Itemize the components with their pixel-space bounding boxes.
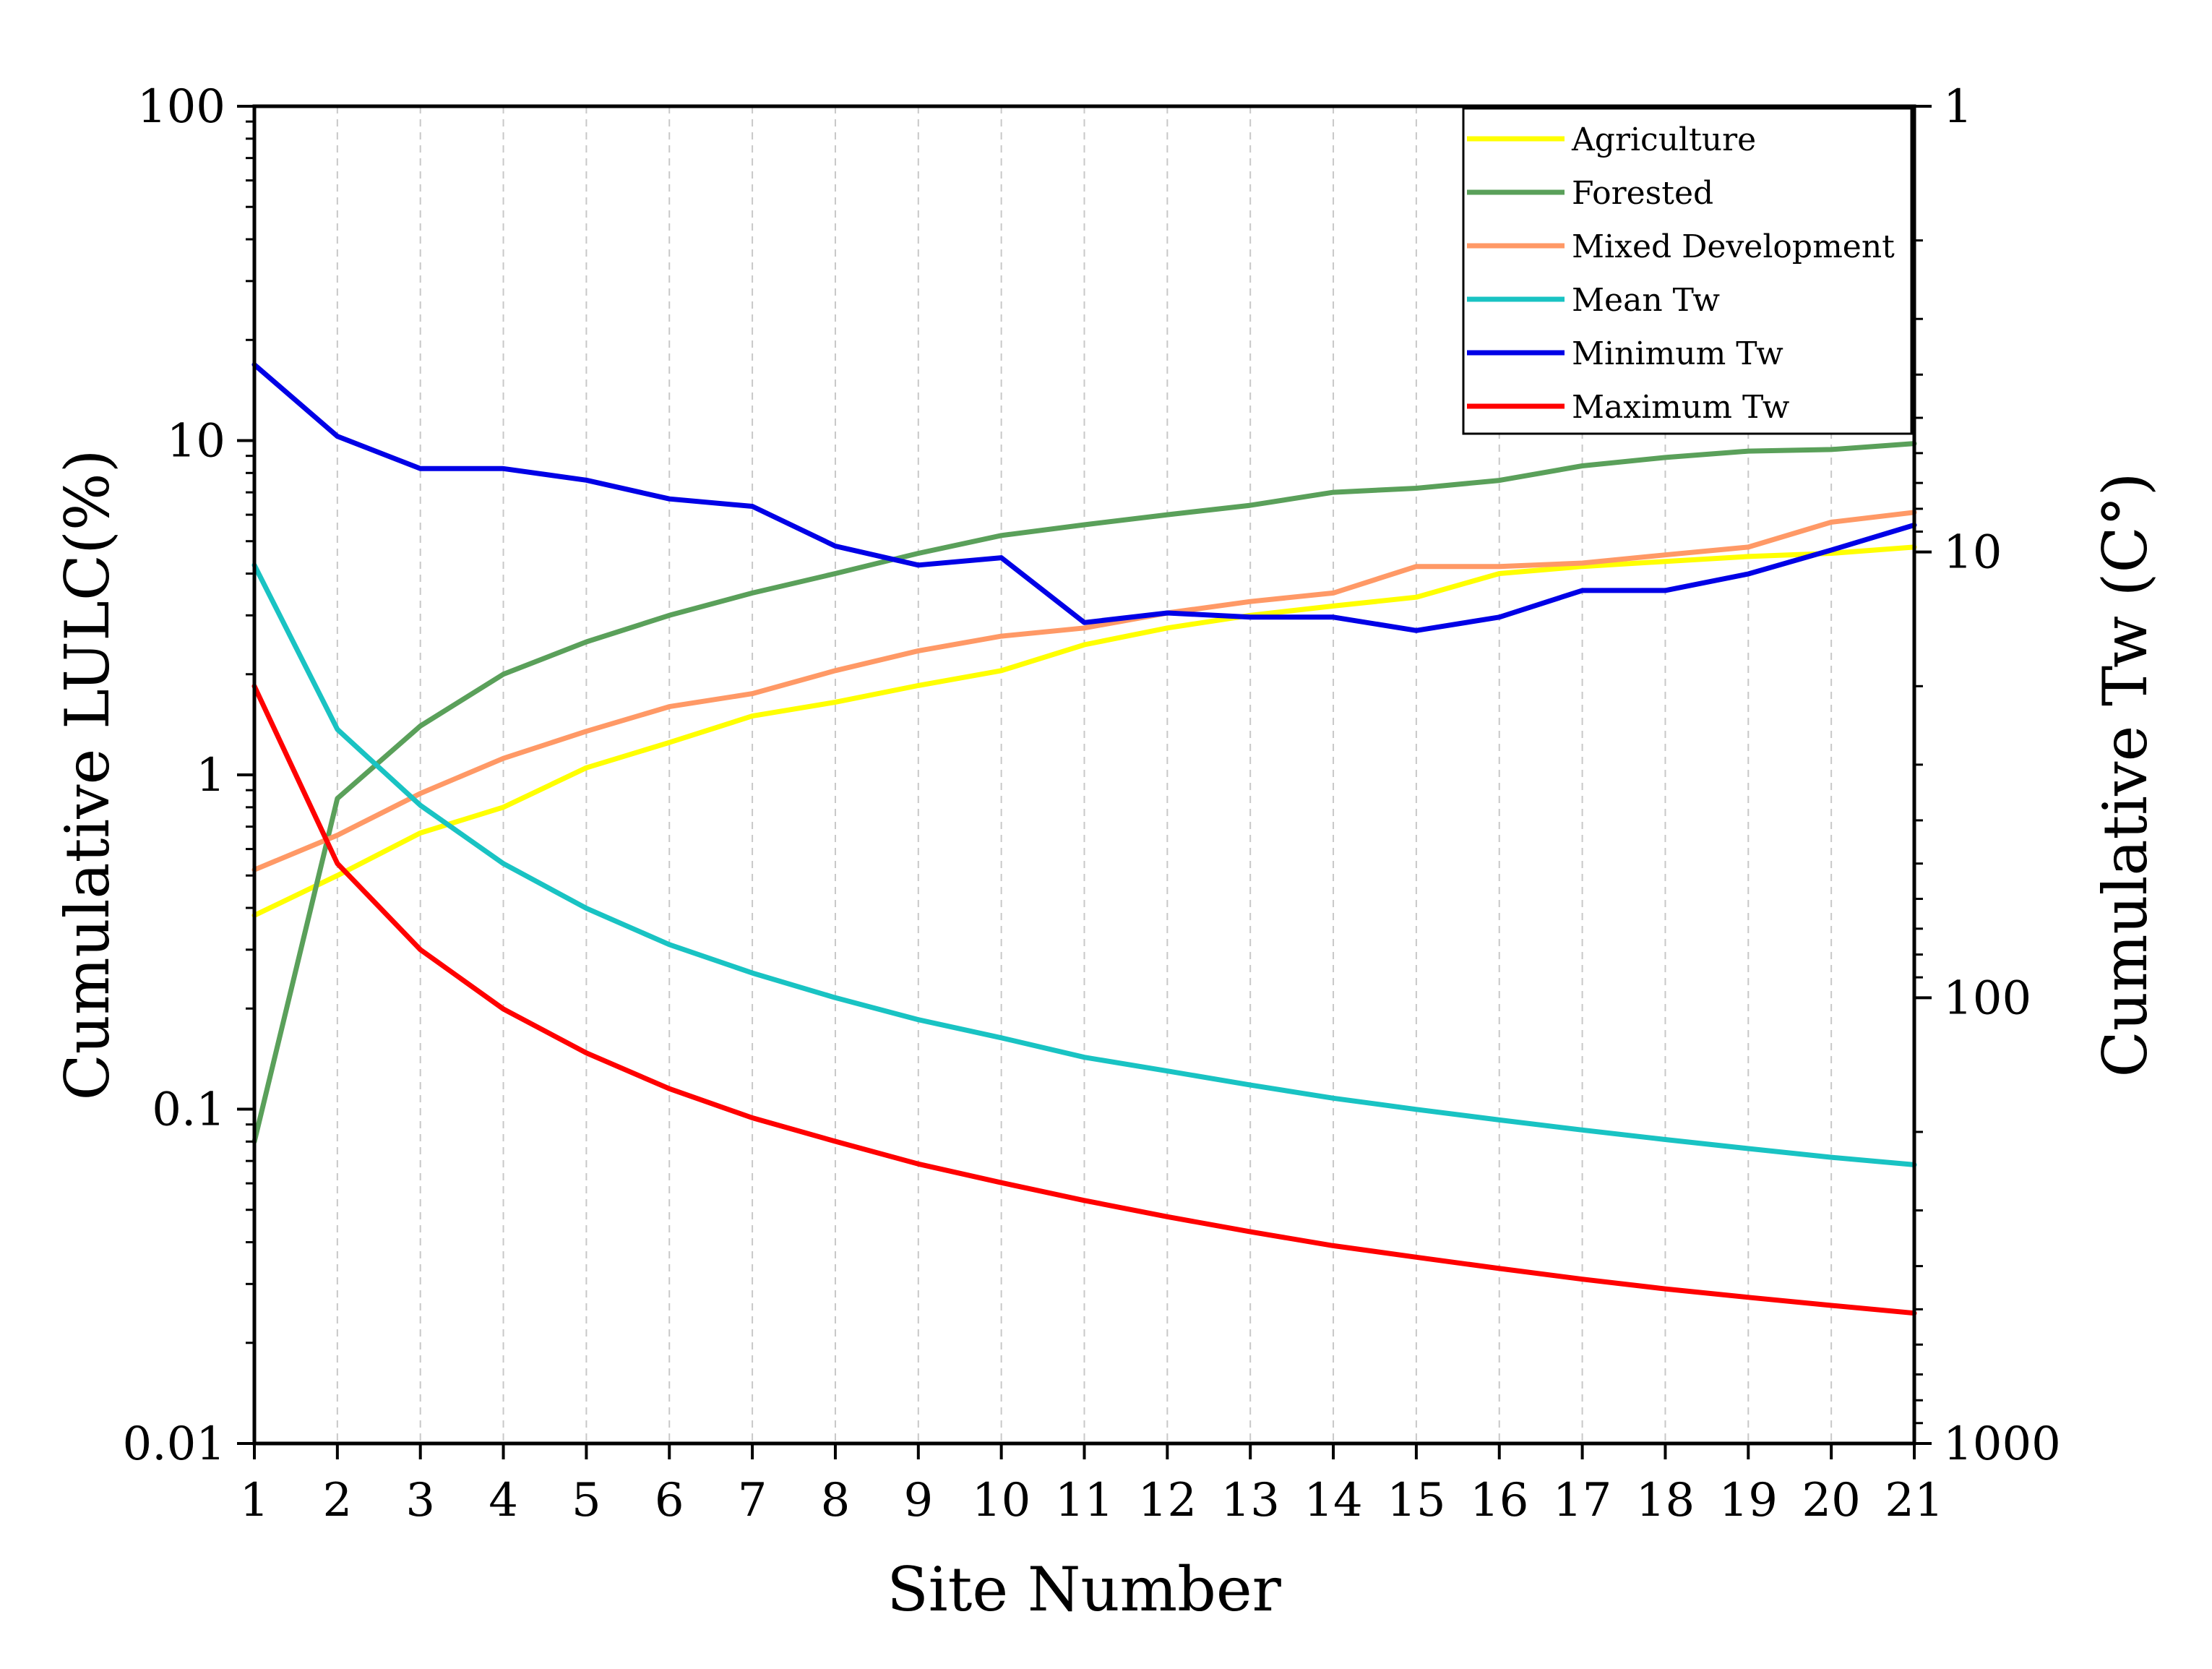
x-tick-label: 17 <box>1553 1474 1611 1527</box>
x-tick-label: 8 <box>821 1474 851 1527</box>
legend-label-maximum-tw: Maximum Tw <box>1572 389 1790 426</box>
series-line-maximum-tw <box>251 683 1917 1316</box>
y-left-tick-label: 100 <box>137 80 225 134</box>
y-left-tick-label: 1 <box>196 749 225 802</box>
x-tick-label: 12 <box>1138 1474 1197 1527</box>
y-right-tick-label: 100 <box>1943 971 2031 1025</box>
y-right-tick-label: 1000 <box>1943 1417 2061 1471</box>
x-tick-label: 16 <box>1470 1474 1528 1527</box>
y-right-tick-label: 10 <box>1943 526 2002 580</box>
x-tick-label: 18 <box>1636 1474 1695 1527</box>
x-tick-label: 1 <box>240 1474 270 1527</box>
x-tick-label: 21 <box>1885 1474 1943 1527</box>
series-line-forested <box>251 441 1917 1144</box>
legend-box <box>1462 107 1913 435</box>
y-right-tick-label: 1 <box>1943 80 1973 134</box>
axis-layer: 1 2 3 4 5 6 7 8 9 10 11 12 13 14 15 16 17 18 19 20 210.010.1… <box>123 80 2061 1527</box>
x-tick-label: 9 <box>903 1474 933 1527</box>
x-tick-label: 4 <box>489 1474 518 1527</box>
legend-label-agriculture: Agriculture <box>1571 121 1756 158</box>
x-axis-title: Site Number <box>887 1554 1281 1625</box>
series-line-minimum-tw <box>251 362 1917 633</box>
legend-label-mean-tw: Mean Tw <box>1572 282 1720 319</box>
x-tick-label: 6 <box>655 1474 684 1527</box>
x-tick-label: 13 <box>1221 1474 1279 1527</box>
series-line-mixed-development <box>251 510 1917 872</box>
y-right-axis-title: Cumulative Tw (C°) <box>2090 472 2161 1077</box>
x-tick-label: 20 <box>1802 1474 1860 1527</box>
series-line-mean-tw <box>251 562 1917 1167</box>
x-tick-label: 19 <box>1719 1474 1778 1527</box>
x-tick-label: 15 <box>1387 1474 1445 1527</box>
x-tick-label: 11 <box>1055 1474 1114 1527</box>
x-tick-label: 5 <box>572 1474 601 1527</box>
legend-label-minimum-tw: Minimum Tw <box>1572 335 1783 372</box>
x-tick-label: 10 <box>972 1474 1030 1527</box>
y-left-tick-label: 10 <box>167 415 225 468</box>
x-tick-label: 3 <box>405 1474 435 1527</box>
x-tick-label: 14 <box>1304 1474 1362 1527</box>
x-tick-label: 7 <box>738 1474 767 1527</box>
y-left-tick-label: 0.01 <box>123 1417 226 1471</box>
legend-label-mixed-development: Mixed Development <box>1572 228 1895 265</box>
y-left-axis-title: Cumulative LULC(%) <box>52 450 123 1101</box>
series-layer <box>251 362 1917 1316</box>
legend-label-forested: Forested <box>1572 175 1713 212</box>
y-left-tick-label: 0.1 <box>152 1084 225 1137</box>
x-tick-label: 2 <box>322 1474 352 1527</box>
legend: Agriculture Forested Mixed Development Mean… <box>1462 107 1913 435</box>
series-line-agriculture <box>251 544 1917 918</box>
